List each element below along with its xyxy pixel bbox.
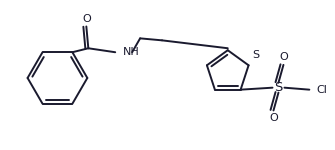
- Text: S: S: [253, 50, 260, 60]
- Text: O: O: [279, 52, 288, 62]
- Text: S: S: [274, 81, 283, 94]
- Text: O: O: [82, 14, 91, 24]
- Text: O: O: [269, 113, 278, 123]
- Text: NH: NH: [123, 47, 140, 57]
- Text: Cl: Cl: [316, 85, 327, 95]
